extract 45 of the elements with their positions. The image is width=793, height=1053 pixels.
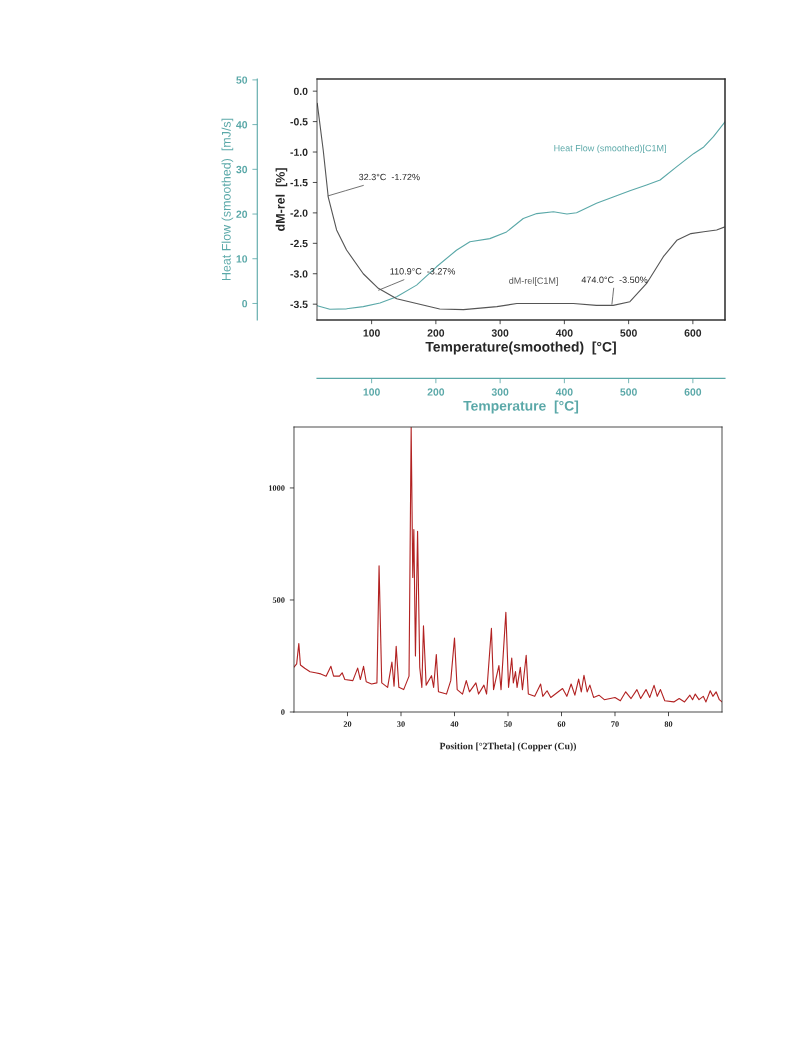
x-tick-label: 200 xyxy=(427,329,445,337)
y-tick-label: 1000 xyxy=(268,485,285,491)
y-tick-label: -1.0 xyxy=(290,148,308,156)
x-axis-title: Position [°2Theta] (Copper (Cu)) xyxy=(439,742,576,752)
y-tick-label: -3.5 xyxy=(290,300,308,309)
y2-axis-title: Heat Flow (smoothed) [mJ/s] xyxy=(221,118,234,281)
y2-tick-label: 20 xyxy=(236,210,248,218)
annotation: 32.3°C -1.72% xyxy=(359,173,420,181)
x-tick-label: 80 xyxy=(664,721,673,727)
x-tick-label: 300 xyxy=(491,329,509,337)
x-tick-label: 500 xyxy=(620,329,637,337)
y-tick-label: 0.0 xyxy=(293,87,308,96)
series-label: Heat Flow (smoothed)[C1M] xyxy=(554,144,666,154)
x-tick-label: 600 xyxy=(684,329,702,337)
x2-tick-label: 100 xyxy=(363,388,380,396)
y2-tick-label: 0 xyxy=(242,299,248,308)
x2-tick-label: 500 xyxy=(620,388,637,396)
x2-tick-label: 200 xyxy=(427,388,445,396)
y-axis-title: dM-rel [%] xyxy=(275,168,288,231)
x2-tick-label: 400 xyxy=(555,388,573,396)
x2-axis-title: Temperature [°C] xyxy=(463,400,579,414)
y2-tick-label: 10 xyxy=(236,255,248,263)
x2-tick-label: 300 xyxy=(491,388,509,396)
x-axis-title: Temperature(smoothed) [°C] xyxy=(425,341,616,355)
x-tick-label: 100 xyxy=(363,329,380,337)
annotation: 474.0°C -3.50% xyxy=(581,276,648,283)
x-tick-label: 400 xyxy=(555,329,573,337)
x-tick-label: 30 xyxy=(397,721,405,727)
x2-tick-label: 600 xyxy=(684,388,702,396)
series-label: dM-rel[C1M] xyxy=(509,277,558,286)
y-tick-label: -2.5 xyxy=(290,239,308,248)
x-tick-label: 60 xyxy=(557,721,566,727)
x-tick-label: 20 xyxy=(343,721,352,727)
y-tick-label: -3.0 xyxy=(290,270,308,278)
y-tick-label: 0 xyxy=(281,709,285,715)
y2-tick-label: 50 xyxy=(236,76,248,84)
y-tick-label: -2.0 xyxy=(290,209,308,217)
y-tick-label: 500 xyxy=(272,597,285,603)
y-tick-label: -0.5 xyxy=(290,118,308,126)
y2-tick-label: 30 xyxy=(236,165,248,174)
y2-tick-label: 40 xyxy=(236,121,248,129)
x-tick-label: 50 xyxy=(504,721,512,727)
y-tick-label: -1.5 xyxy=(290,179,308,187)
x-tick-label: 70 xyxy=(611,721,619,727)
x-tick-label: 40 xyxy=(450,721,459,727)
